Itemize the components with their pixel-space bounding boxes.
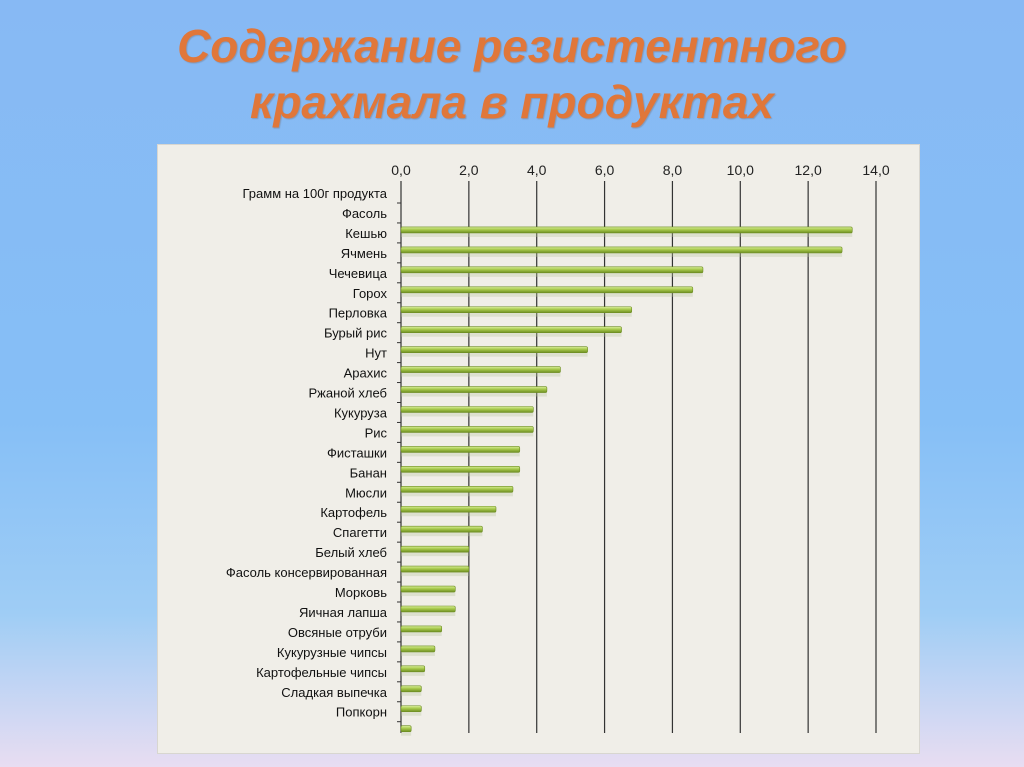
chart-panel: 0,0 2,0 4,0 6,0 8,0 10,0 12,0 14,0 Грамм на 100… bbox=[157, 144, 920, 754]
category-label: Картофель bbox=[320, 505, 387, 520]
slide-title-line-2: крахмала в продуктах bbox=[250, 76, 774, 128]
bar bbox=[400, 266, 704, 274]
bar bbox=[400, 565, 470, 573]
x-tick-label: 10,0 bbox=[727, 162, 754, 178]
category-label: Яичная лапша bbox=[299, 605, 388, 620]
category-label: Нут bbox=[365, 346, 387, 361]
bar bbox=[400, 505, 497, 513]
bar bbox=[400, 406, 534, 413]
bar bbox=[400, 446, 521, 453]
category-label: Горох bbox=[353, 286, 388, 301]
category-label: Фасоль bbox=[342, 206, 387, 221]
category-label: Кукуруза bbox=[334, 405, 388, 420]
bar bbox=[400, 645, 436, 653]
bar bbox=[400, 346, 588, 353]
category-label: Ржаной хлеб bbox=[309, 386, 388, 401]
bar bbox=[400, 725, 412, 733]
bar bbox=[400, 386, 548, 393]
category-label: Попкорн bbox=[336, 705, 387, 720]
category-label: Овсяные отруби bbox=[288, 625, 387, 640]
x-tick-label: 6,0 bbox=[595, 162, 615, 178]
resistant-starch-bar-chart: 0,0 2,0 4,0 6,0 8,0 10,0 12,0 14,0 Грамм на 100… bbox=[226, 162, 890, 736]
category-label: Сладкая выпечка bbox=[281, 685, 387, 700]
category-label: Рис bbox=[365, 425, 388, 440]
x-axis-ticks: 0,0 2,0 4,0 6,0 8,0 10,0 12,0 14,0 bbox=[391, 162, 890, 178]
bar bbox=[400, 545, 470, 553]
bar bbox=[400, 366, 561, 373]
bar bbox=[400, 306, 633, 314]
x-tick-label: 4,0 bbox=[527, 162, 547, 178]
bar bbox=[400, 326, 622, 333]
x-tick-label: 8,0 bbox=[663, 162, 683, 178]
category-label: Кешью bbox=[345, 226, 387, 241]
category-labels: Грамм на 100г продукта Фасоль Кешью Ячмень Ч… bbox=[226, 186, 388, 720]
bar bbox=[400, 525, 483, 533]
category-label: Морковь bbox=[335, 585, 387, 600]
bar bbox=[400, 685, 422, 693]
category-label: Мюсли bbox=[345, 485, 387, 500]
x-tick-label: 2,0 bbox=[459, 162, 479, 178]
x-tick-label: 12,0 bbox=[795, 162, 822, 178]
category-label: Бурый рис bbox=[324, 326, 388, 341]
category-label: Ячмень bbox=[341, 246, 388, 261]
bar bbox=[400, 705, 422, 713]
category-label: Кукурузные чипсы bbox=[277, 645, 387, 660]
category-label: Спагетти bbox=[333, 525, 387, 540]
bar bbox=[400, 485, 514, 493]
category-label: Перловка bbox=[329, 306, 388, 321]
category-label: Картофельные чипсы bbox=[256, 665, 387, 680]
category-label: Фасоль консервированная bbox=[226, 565, 387, 580]
bar bbox=[400, 665, 426, 673]
bar bbox=[400, 466, 521, 473]
bar bbox=[400, 286, 694, 294]
category-label: Белый хлеб bbox=[315, 545, 387, 560]
bars bbox=[400, 226, 853, 736]
category-label: Банан bbox=[350, 465, 387, 480]
bar bbox=[400, 605, 456, 613]
x-tick-label: 0,0 bbox=[391, 162, 411, 178]
slide-title-line-1: Содержание резистентного bbox=[177, 20, 847, 72]
bar bbox=[400, 625, 443, 633]
bar bbox=[400, 246, 843, 254]
category-label: Арахис bbox=[344, 366, 388, 381]
grid-layer bbox=[397, 181, 877, 733]
category-label: Грамм на 100г продукта bbox=[243, 186, 388, 201]
slide-title: Содержание резистентного крахмала в прод… bbox=[0, 18, 1024, 130]
bar bbox=[400, 585, 456, 593]
x-tick-label: 14,0 bbox=[862, 162, 889, 178]
category-label: Чечевица bbox=[329, 266, 388, 281]
bar bbox=[400, 226, 853, 234]
bar bbox=[400, 426, 534, 433]
category-label: Фисташки bbox=[327, 445, 387, 460]
